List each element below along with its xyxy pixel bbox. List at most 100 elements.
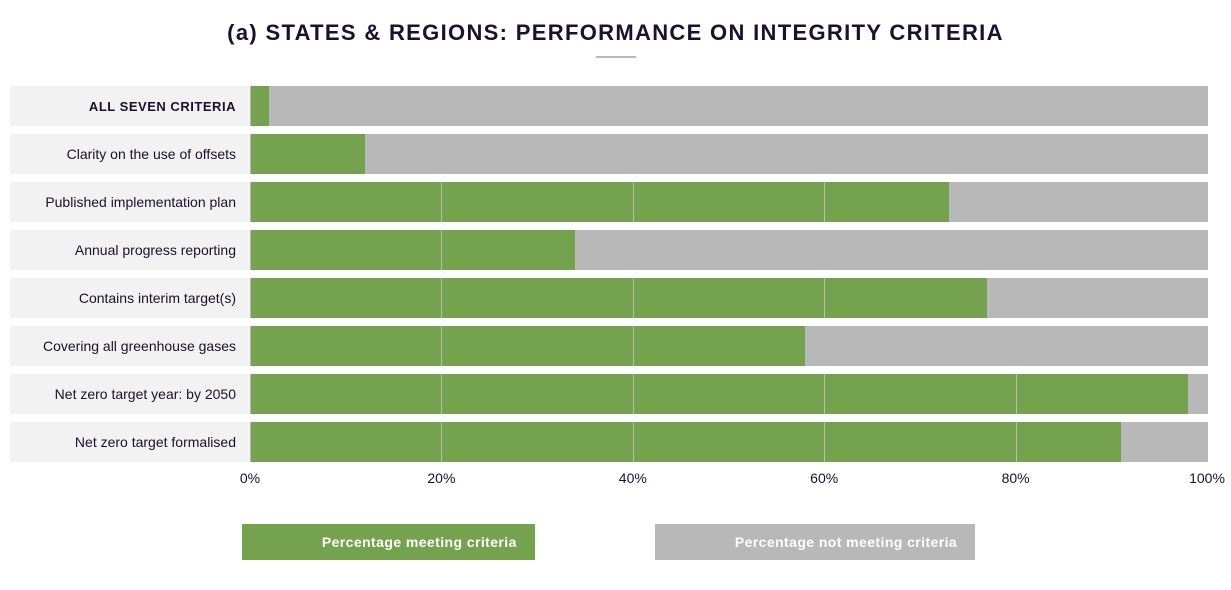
gridline (824, 374, 825, 414)
row-label: Clarity on the use of offsets (10, 134, 250, 174)
gridline (1016, 278, 1017, 318)
legend-label-not-meeting: Percentage not meeting criteria (725, 524, 975, 560)
gridline (633, 86, 634, 126)
row-label: Covering all greenhouse gases (10, 326, 250, 366)
gridline (1207, 134, 1208, 174)
bar-segment-not-meeting (987, 278, 1207, 318)
gridline (1016, 134, 1017, 174)
gridline (250, 134, 251, 174)
x-tick-label: 40% (619, 470, 647, 486)
gridline (633, 230, 634, 270)
chart-row: Covering all greenhouse gases (10, 326, 1207, 366)
gridline (1207, 326, 1208, 366)
row-bar-area (250, 182, 1207, 222)
chart-row: Contains interim target(s) (10, 278, 1207, 318)
bar-segment-meeting (250, 230, 575, 270)
gridline (633, 134, 634, 174)
row-bar-area (250, 230, 1207, 270)
chart-row: Published implementation plan (10, 182, 1207, 222)
row-label: ALL SEVEN CRITERIA (10, 86, 250, 126)
gridline (824, 278, 825, 318)
legend-item-meeting: Percentage meeting criteria (242, 524, 535, 560)
axis-spacer (10, 470, 250, 498)
x-tick-label: 20% (427, 470, 455, 486)
bar-segment-meeting (250, 182, 949, 222)
gridline (633, 182, 634, 222)
row-label: Annual progress reporting (10, 230, 250, 270)
row-bar-area (250, 422, 1207, 462)
gridline (250, 230, 251, 270)
gridline (1207, 86, 1208, 126)
gridline (250, 86, 251, 126)
chart-row: Clarity on the use of offsets (10, 134, 1207, 174)
chart-row: Annual progress reporting (10, 230, 1207, 270)
legend-label-meeting: Percentage meeting criteria (312, 524, 535, 560)
x-tick-label: 0% (240, 470, 260, 486)
bar-segment-meeting (250, 134, 365, 174)
gridline (1016, 374, 1017, 414)
chart-rows: ALL SEVEN CRITERIA Clarity on the use of … (10, 86, 1207, 462)
gridline (1207, 230, 1208, 270)
gridline (824, 86, 825, 126)
bar-segment-not-meeting (575, 230, 1207, 270)
bar-segment-meeting (250, 374, 1188, 414)
gridline (441, 86, 442, 126)
gridline (441, 230, 442, 270)
x-tick-label: 60% (810, 470, 838, 486)
row-label: Net zero target formalised (10, 422, 250, 462)
chart-row: Net zero target formalised (10, 422, 1207, 462)
gridline (824, 134, 825, 174)
row-bar-area (250, 278, 1207, 318)
gridline (824, 422, 825, 462)
row-bar-area (250, 374, 1207, 414)
bar-segment-meeting (250, 326, 805, 366)
chart-row: Net zero target year: by 2050 (10, 374, 1207, 414)
axis-area: 0%20%40%60%80%100% (250, 470, 1207, 498)
bar-segment-meeting (250, 86, 269, 126)
gridline (441, 278, 442, 318)
gridline (633, 326, 634, 366)
legend-swatch-not-meeting (655, 524, 725, 560)
bar-segment-not-meeting (949, 182, 1207, 222)
gridline (633, 278, 634, 318)
gridline (250, 374, 251, 414)
gridline (1016, 182, 1017, 222)
bar-segment-not-meeting (269, 86, 1207, 126)
bar-segment-meeting (250, 422, 1121, 462)
row-label: Net zero target year: by 2050 (10, 374, 250, 414)
gridline (824, 182, 825, 222)
gridline (1016, 326, 1017, 366)
chart-row: ALL SEVEN CRITERIA (10, 86, 1207, 126)
gridline (250, 182, 251, 222)
gridline (1207, 374, 1208, 414)
gridline (250, 278, 251, 318)
bar-segment-meeting (250, 278, 987, 318)
gridline (824, 230, 825, 270)
bar-segment-not-meeting (1121, 422, 1207, 462)
gridline (441, 422, 442, 462)
row-bar-area (250, 326, 1207, 366)
gridline (441, 182, 442, 222)
title-rule (596, 56, 636, 58)
x-axis: 0%20%40%60%80%100% (10, 470, 1207, 498)
x-tick-label: 80% (1002, 470, 1030, 486)
row-bar-area (250, 86, 1207, 126)
gridline (250, 326, 251, 366)
row-bar-area (250, 134, 1207, 174)
gridline (1207, 278, 1208, 318)
bar-segment-not-meeting (805, 326, 1207, 366)
chart-title: (a) STATES & REGIONS: PERFORMANCE ON INT… (0, 20, 1231, 46)
row-label: Contains interim target(s) (10, 278, 250, 318)
gridline (633, 422, 634, 462)
row-label: Published implementation plan (10, 182, 250, 222)
gridline (1016, 422, 1017, 462)
bar-segment-not-meeting (1188, 374, 1207, 414)
legend-swatch-meeting (242, 524, 312, 560)
legend: Percentage meeting criteria Percentage n… (10, 524, 1207, 560)
gridline (1016, 86, 1017, 126)
gridline (441, 326, 442, 366)
gridline (824, 326, 825, 366)
gridline (441, 134, 442, 174)
legend-item-not-meeting: Percentage not meeting criteria (655, 524, 975, 560)
stacked-bar-chart: ALL SEVEN CRITERIA Clarity on the use of … (0, 86, 1231, 560)
